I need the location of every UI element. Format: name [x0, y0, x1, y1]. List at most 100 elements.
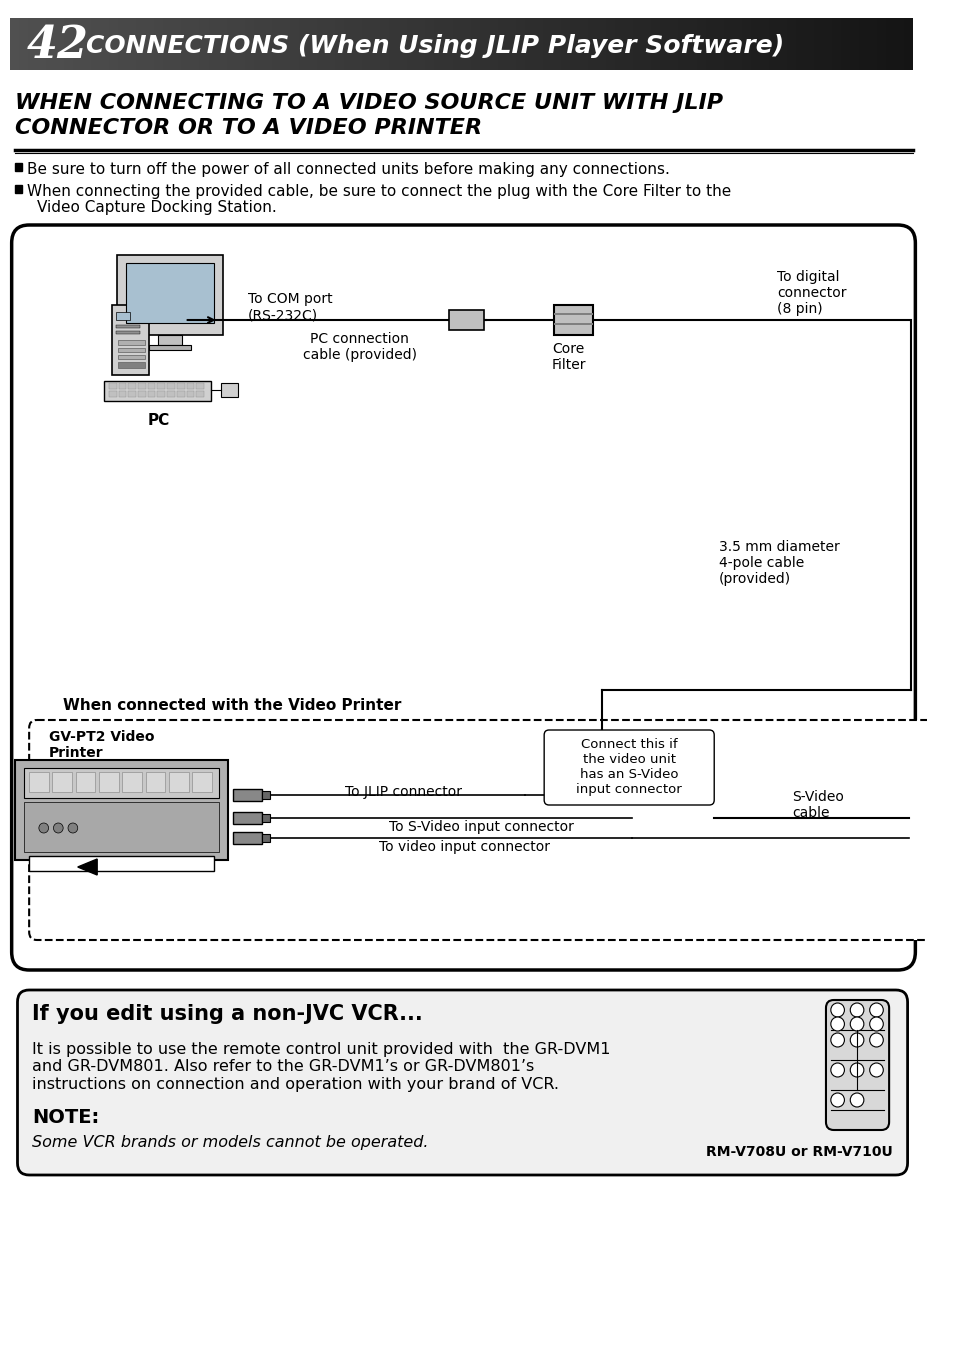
Bar	[253, 18, 262, 70]
Bar	[99, 772, 118, 793]
Bar	[46, 18, 55, 70]
Bar	[877, 18, 885, 70]
Bar	[233, 789, 262, 801]
Bar	[172, 18, 181, 70]
Bar	[128, 383, 136, 389]
Bar	[371, 18, 380, 70]
Bar	[169, 772, 189, 793]
Bar	[14, 163, 22, 171]
Bar	[37, 18, 46, 70]
Bar	[885, 18, 895, 70]
Bar	[903, 18, 912, 70]
Bar	[777, 18, 786, 70]
Text: Core
Filter: Core Filter	[551, 341, 585, 373]
Bar	[488, 18, 497, 70]
Bar	[262, 833, 270, 841]
Bar	[19, 18, 28, 70]
Bar	[82, 18, 91, 70]
Circle shape	[849, 1033, 863, 1047]
Bar	[659, 18, 669, 70]
Bar	[425, 18, 434, 70]
Circle shape	[869, 1018, 882, 1031]
Bar	[233, 832, 262, 844]
Text: RM-V708U or RM-V710U: RM-V708U or RM-V710U	[705, 1145, 892, 1159]
Bar	[859, 18, 867, 70]
Bar	[516, 18, 524, 70]
Bar	[117, 362, 145, 369]
Bar	[116, 255, 223, 335]
Bar	[696, 18, 705, 70]
Bar	[122, 772, 142, 793]
Bar	[554, 313, 592, 314]
Bar	[52, 772, 71, 793]
Bar	[867, 18, 877, 70]
Bar	[587, 18, 597, 70]
Bar	[227, 18, 235, 70]
FancyBboxPatch shape	[11, 225, 915, 970]
Text: When connecting the provided cable, be sure to connect the plug with the Core Fi: When connecting the provided cable, be s…	[28, 184, 731, 199]
Text: NOTE:: NOTE:	[32, 1108, 99, 1127]
Text: CONNECTIONS (When Using JLIP Player Software): CONNECTIONS (When Using JLIP Player Soft…	[86, 34, 782, 58]
Bar	[407, 18, 416, 70]
Bar	[714, 18, 723, 70]
Bar	[822, 18, 831, 70]
Bar	[452, 18, 461, 70]
Bar	[795, 18, 804, 70]
Bar	[308, 18, 316, 70]
Bar	[723, 18, 732, 70]
Bar	[127, 18, 136, 70]
Bar	[552, 18, 560, 70]
Text: Some VCR brands or models cannot be operated.: Some VCR brands or models cannot be oper…	[32, 1135, 428, 1150]
Bar	[740, 18, 750, 70]
Bar	[109, 392, 116, 397]
Circle shape	[869, 1033, 882, 1047]
Bar	[118, 383, 126, 389]
Bar	[262, 791, 270, 799]
Bar	[813, 18, 822, 70]
Bar	[112, 305, 149, 375]
Bar	[554, 322, 592, 325]
Bar	[398, 18, 407, 70]
Bar	[534, 18, 542, 70]
Bar	[167, 383, 174, 389]
Bar	[115, 312, 130, 320]
Circle shape	[869, 1003, 882, 1018]
Bar	[597, 18, 605, 70]
Bar	[849, 18, 859, 70]
Bar	[138, 392, 146, 397]
Bar	[831, 18, 841, 70]
Bar	[786, 18, 795, 70]
Bar	[298, 18, 308, 70]
Bar	[138, 383, 146, 389]
Text: If you edit using a non-JVC VCR...: If you edit using a non-JVC VCR...	[32, 1004, 422, 1024]
Bar	[705, 18, 714, 70]
Text: Be sure to turn off the power of all connected units before making any connectio: Be sure to turn off the power of all con…	[28, 163, 669, 178]
Circle shape	[849, 1018, 863, 1031]
Bar	[524, 18, 534, 70]
Bar	[217, 18, 227, 70]
Circle shape	[849, 1093, 863, 1107]
Bar	[117, 340, 145, 346]
Text: GV-PT2 Video
Printer: GV-PT2 Video Printer	[49, 730, 154, 760]
Text: 3.5 mm diameter
4-pole cable
(provided): 3.5 mm diameter 4-pole cable (provided)	[719, 541, 839, 587]
Bar	[615, 18, 623, 70]
Text: S-Video
cable: S-Video cable	[791, 790, 843, 820]
Bar	[732, 18, 740, 70]
Circle shape	[830, 1003, 843, 1018]
Bar	[651, 18, 659, 70]
Bar	[193, 772, 212, 793]
Circle shape	[830, 1018, 843, 1031]
Bar	[157, 383, 165, 389]
Bar	[497, 18, 506, 70]
Bar	[118, 392, 126, 397]
Circle shape	[869, 1064, 882, 1077]
Bar	[109, 383, 116, 389]
Bar	[148, 392, 155, 397]
Bar	[176, 383, 185, 389]
Bar	[335, 18, 344, 70]
Bar	[191, 18, 199, 70]
Bar	[146, 772, 165, 793]
Text: To digital
connector
(8 pin): To digital connector (8 pin)	[777, 270, 846, 317]
Text: WHEN CONNECTING TO A VIDEO SOURCE UNIT WITH JLIP: WHEN CONNECTING TO A VIDEO SOURCE UNIT W…	[14, 93, 721, 112]
Bar	[145, 18, 154, 70]
